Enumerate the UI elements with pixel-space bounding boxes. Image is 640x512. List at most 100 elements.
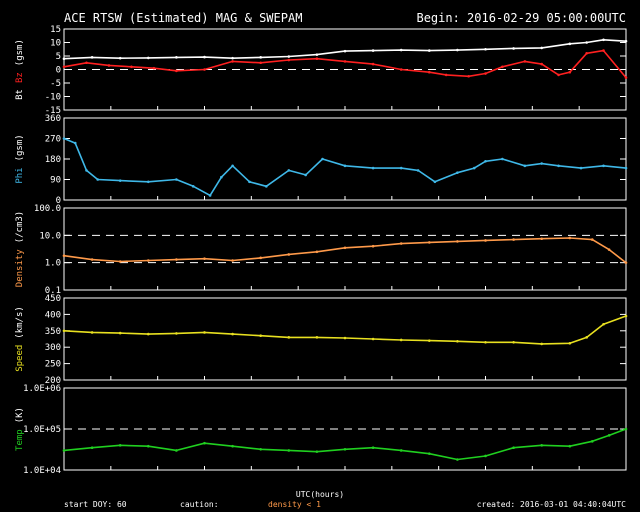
mag-point-bz-20 [540,62,543,66]
speed-tick-label-5: 450 [45,294,61,304]
mag-tick-label-4: 5 [56,52,61,62]
temp-point-temp-3 [147,444,150,448]
speed-point-speed-15 [484,340,487,344]
mag-point-bz-0 [62,65,66,69]
mag-point-bz-9 [287,58,291,62]
phi-point-phi-5 [147,180,150,184]
mag-point-bz-6 [203,68,206,71]
speed-point-speed-0 [62,329,66,333]
speed-point-speed-6 [231,332,234,336]
density-point-density-7 [259,256,263,260]
speed-tick-label-4: 400 [45,310,61,320]
mag-point-bt-21 [624,39,628,43]
mag-point-bz-2 [107,64,111,67]
mag-point-bz-3 [130,65,133,69]
speed-point-speed-2 [118,331,122,335]
phi-point-phi-17 [371,166,375,170]
begin-time: Begin: 2016-02-29 05:00:00UTC [416,11,626,25]
phi-point-phi-20 [433,180,437,184]
density-point-density-6 [231,259,234,262]
mag-ylabel-part-0: Bt [15,89,25,100]
density-ylabel: Density (/cm3) [15,211,25,287]
mag-point-bt-19 [585,41,588,44]
speed-point-speed-19 [585,336,588,339]
speed-point-speed-4 [175,332,178,335]
mag-point-bt-2 [118,56,122,60]
density-tick-label-2: 10.0 [39,231,61,241]
speed-tick-label-2: 300 [45,343,61,353]
density-point-density-10 [343,246,347,250]
phi-point-phi-23 [484,159,487,163]
density-point-density-8 [287,253,291,256]
mag-point-bz-11 [343,60,347,63]
density-point-density-5 [203,257,206,260]
mag-tick-label-3: 0 [56,66,61,76]
phi-point-phi-24 [501,157,504,161]
phi-point-phi-15 [321,157,324,161]
speed-point-speed-20 [602,322,605,326]
density-point-density-15 [484,239,487,242]
phi-point-phi-7 [191,185,195,188]
phi-point-phi-27 [557,164,560,168]
phi-point-phi-3 [96,178,100,181]
temp-point-temp-1 [90,446,94,449]
density-point-density-21 [624,261,628,264]
mag-point-bz-14 [428,70,431,74]
speed-ylabel-part-0: Speed [15,345,25,372]
phi-tick-label-1: 90 [50,176,61,186]
speed-point-speed-1 [90,331,94,334]
speed-point-speed-17 [540,342,543,346]
mag-point-bt-17 [540,46,543,50]
speed-tick-label-1: 250 [45,360,61,370]
speed-tick-label-0: 200 [45,376,61,386]
mag-ylabel: Bt Bz (gsm) [15,39,25,100]
phi-ylabel-part-1: (gsm) [15,134,25,161]
temp-point-temp-21 [624,427,628,431]
density-point-density-18 [568,236,572,240]
caution-label: caution: [180,500,219,509]
phi-point-phi-4 [118,179,122,182]
x-axis-label: UTC(hours) [296,490,344,499]
phi-point-phi-22 [472,166,476,170]
density-series-density-line [63,237,627,264]
density-caution: density < 1 [268,500,321,509]
density-point-density-17 [540,237,543,241]
phi-point-phi-28 [579,166,583,170]
temp-point-temp-11 [371,446,375,449]
density-point-density-0 [62,254,66,257]
phi-point-phi-21 [456,171,459,174]
temp-point-temp-20 [607,434,611,437]
mag-point-bt-20 [602,38,605,42]
phi-point-phi-12 [265,185,268,188]
phi-point-phi-11 [248,180,251,184]
mag-point-bt-1 [90,56,94,59]
mag-point-bz-18 [501,65,504,69]
mag-series-bt-line [63,38,627,60]
phi-point-phi-25 [523,164,527,168]
temp-point-temp-8 [287,449,291,452]
density-ylabel-part-1: (/cm3) [15,211,25,244]
density-point-density-9 [315,250,319,254]
phi-tick-label-0: 0 [56,196,61,206]
phi-frame [63,117,627,201]
mag-point-bz-12 [371,62,375,66]
mag-ylabel-part-1: Bz [15,72,25,83]
temp-point-temp-7 [259,447,263,451]
phi-point-phi-19 [416,169,420,172]
mag-point-bt-7 [259,56,263,59]
mag-ylabel-part-2: (gsm) [15,39,25,66]
phi-point-phi-9 [220,175,223,179]
speed-point-speed-11 [371,337,375,341]
speed-point-speed-21 [624,314,628,318]
mag-tick-label-6: 15 [50,25,61,35]
mag-point-bt-15 [484,47,487,51]
temp-point-temp-9 [315,450,319,453]
phi-point-phi-26 [540,162,543,165]
mag-point-bt-5 [203,55,206,59]
mag-point-bz-10 [315,57,319,60]
phi-ylabel-part-0: Phi [15,167,25,183]
speed-point-speed-10 [343,336,347,340]
temp-point-temp-10 [343,447,347,451]
mag-point-bz-7 [231,60,234,63]
